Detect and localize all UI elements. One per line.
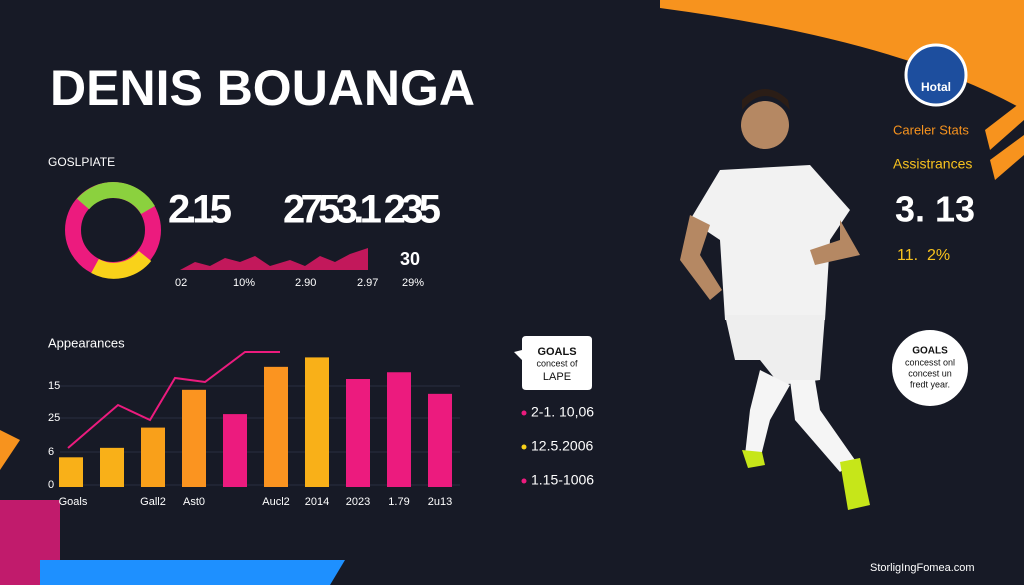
chart-title: Appearances (48, 335, 125, 350)
career-title: Careler Stats (893, 122, 969, 137)
stat-row-label: 10% (233, 277, 255, 289)
blue-strip (40, 560, 345, 585)
stat-row-label: 29% (402, 277, 424, 289)
legend-dot (521, 410, 527, 416)
note-circle (892, 330, 968, 406)
stat-row-label: 2.90 (295, 277, 316, 289)
bar-chart: 15 25 6 0 Goals Gall2 Ast0 Aucl2 2014 2023 1.79 2u1… (48, 357, 460, 508)
bar (387, 372, 411, 487)
x-tick-label: 1.79 (388, 496, 409, 508)
callout-line: concest of (536, 358, 578, 368)
stat-row-label: 2.97 (357, 277, 378, 289)
orange-stripes (985, 100, 1024, 180)
career-value: 3. 13 (895, 189, 975, 230)
career-detail: 11. 2% (897, 247, 950, 264)
legend-text: 12.5.2006 (531, 438, 593, 454)
bar (182, 389, 206, 487)
orange-shard (0, 430, 20, 470)
legend: 2-1. 10,06 12.5.2006 1.15-1006 (521, 404, 594, 488)
callout-line: LAPE (543, 371, 571, 383)
shorts (725, 315, 825, 385)
leg (745, 370, 790, 460)
bar (305, 357, 329, 487)
donut (65, 182, 161, 279)
sparkline-area (180, 248, 368, 270)
bar (59, 457, 83, 487)
badge: Hotal (904, 43, 968, 107)
x-tick-label: 2023 (346, 496, 370, 508)
legend-dot (521, 478, 527, 484)
badge-circle (904, 43, 968, 107)
career-subtitle: Assistrances (893, 156, 972, 172)
stat-big: 2.15 (168, 188, 232, 232)
boot (742, 450, 765, 468)
note-line: concesst onl (905, 357, 955, 367)
badge-text: Hotal (921, 80, 951, 94)
sponsor (732, 238, 792, 252)
bar (223, 414, 247, 487)
trend-line (67, 351, 280, 449)
bar (100, 447, 124, 487)
callout: GOALS concest of LAPE (514, 336, 592, 390)
donut-green (76, 182, 155, 215)
stat-row-label: 02 (175, 277, 187, 289)
bar (141, 427, 165, 487)
legend-text: 1.15-1006 (531, 472, 594, 488)
player (680, 89, 870, 510)
side-value: 30 (400, 249, 420, 269)
stat-big: 2753.1 235 (283, 188, 441, 232)
bar (264, 366, 288, 487)
callout-line: GOALS (537, 346, 576, 358)
x-tick-label: 2014 (305, 496, 329, 508)
note-line: concest un (908, 368, 952, 378)
note-line: fredt year. (910, 379, 950, 389)
x-tick-label: Goals (59, 496, 88, 508)
head (741, 101, 789, 149)
hair (742, 89, 790, 110)
x-tick-label: Ast0 (183, 496, 205, 508)
note-line: GOALS (912, 346, 948, 357)
arm (680, 215, 722, 300)
y-axis-label: 25 (48, 412, 60, 424)
y-axis-label: 6 (48, 446, 54, 458)
y-axis-label: 15 (48, 380, 60, 392)
x-tick-label: Gall2 (140, 496, 166, 508)
legend-dot (521, 444, 527, 450)
boot (840, 458, 870, 510)
bar (428, 393, 452, 487)
x-tick-label: Aucl2 (262, 496, 290, 508)
y-axis-label: 0 (48, 479, 54, 491)
bar (346, 379, 370, 487)
legend-text: 2-1. 10,06 (531, 404, 594, 420)
donut-yellow (91, 250, 152, 279)
leg (790, 380, 855, 472)
title: DENIS BOUANGA (50, 60, 475, 116)
arm (810, 220, 860, 265)
stat-row: 02 10% 2.90 2.97 29% (175, 277, 424, 289)
circle-note: GOALS concesst onl concest un fredt year… (892, 330, 968, 406)
donut-label: GOSLPIATE (48, 155, 115, 169)
footer: StorligIngFomea.com (870, 562, 975, 574)
x-tick-label: 2u13 (428, 496, 452, 508)
callout-bubble (514, 336, 592, 390)
orange-swoosh (660, 0, 1024, 110)
